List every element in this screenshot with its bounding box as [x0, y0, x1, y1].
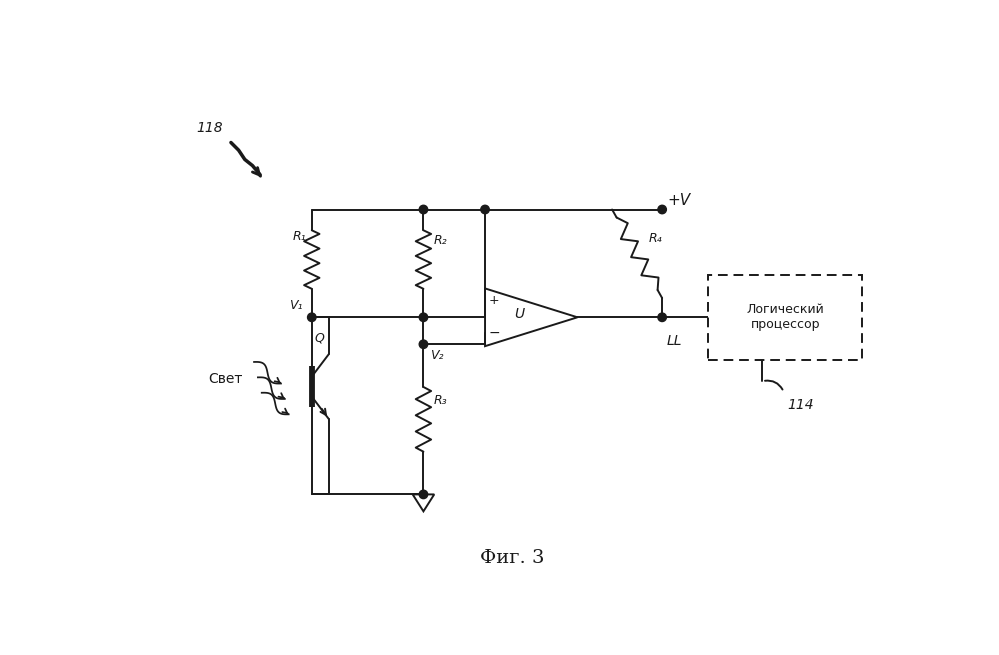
Text: R₄: R₄: [648, 233, 662, 245]
Text: −: −: [489, 326, 500, 340]
Text: U: U: [514, 307, 524, 321]
Circle shape: [658, 313, 666, 322]
Text: R₂: R₂: [434, 234, 448, 247]
Circle shape: [308, 313, 316, 322]
Circle shape: [658, 205, 666, 214]
FancyBboxPatch shape: [708, 275, 862, 360]
Text: +V: +V: [667, 193, 690, 208]
Text: Логический
процессор: Логический процессор: [746, 303, 824, 331]
Text: Q: Q: [314, 331, 324, 345]
Circle shape: [420, 340, 428, 348]
Text: 118: 118: [197, 121, 223, 135]
Circle shape: [420, 205, 428, 214]
Text: V₁: V₁: [289, 299, 303, 312]
Circle shape: [420, 313, 428, 322]
Text: +: +: [489, 293, 500, 307]
Text: R₃: R₃: [434, 394, 448, 407]
Text: V₂: V₂: [430, 349, 444, 362]
Circle shape: [420, 490, 428, 498]
Circle shape: [481, 205, 490, 214]
Text: 114: 114: [787, 398, 813, 412]
Text: Свет: Свет: [208, 372, 243, 386]
Text: R₁: R₁: [293, 231, 307, 243]
Text: LL: LL: [666, 334, 682, 348]
Text: Фиг. 3: Фиг. 3: [480, 550, 544, 567]
